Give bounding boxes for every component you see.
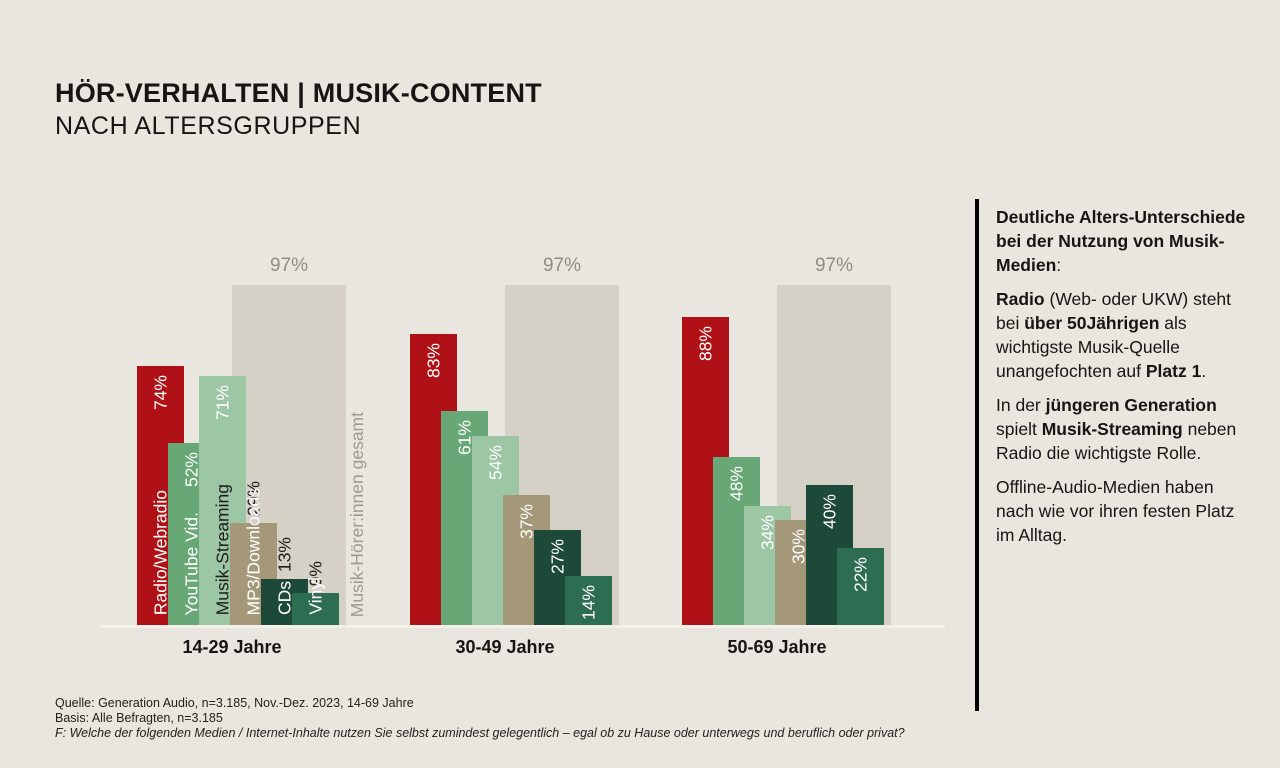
page-subtitle: NACH ALTERSGRUPPEN — [55, 112, 362, 140]
value-label: 22% — [850, 557, 870, 593]
value-label: 48% — [726, 466, 746, 502]
category-label: Musik-Hörer:innen gesamt — [347, 411, 367, 617]
value-label: 14% — [578, 585, 598, 621]
bar-vinyl-14-29-jahre: 9% Vinyl — [292, 561, 339, 625]
insights-panel: Deutliche Alters-Unterschiede bei der Nu… — [996, 205, 1250, 557]
footer: Quelle: Generation Audio, n=3.185, Nov.-… — [55, 696, 905, 741]
value-label: 27% — [547, 539, 567, 575]
insight-paragraph: Deutliche Alters-Unterschiede bei der Nu… — [996, 207, 1246, 275]
value-label: 71% — [212, 385, 232, 421]
axis-group-label: 14-29 Jahre — [182, 637, 282, 657]
value-label: 54% — [485, 445, 505, 481]
value-label: 13% — [274, 536, 294, 572]
value-label: 40% — [819, 494, 839, 530]
value-label: 97% — [542, 255, 582, 276]
category-label: Vinyl — [305, 577, 325, 615]
page-title: HÖR-VERHALTEN | MUSIK-CONTENT — [55, 78, 542, 108]
insight-paragraph: In der jüngeren Generation spielt Musik-… — [996, 395, 1237, 463]
bar-vinyl-30-49-jahre: 14% — [565, 576, 612, 625]
insight-paragraph: Radio (Web- oder UKW) steht bei über 50J… — [996, 289, 1232, 381]
value-label: 74% — [150, 375, 170, 411]
source-line: Quelle: Generation Audio, n=3.185, Nov.-… — [55, 696, 414, 710]
chart-baseline — [100, 625, 945, 628]
axis-group-label: 30-49 Jahre — [455, 637, 555, 657]
question-line: F: Welche der folgenden Medien / Interne… — [55, 726, 905, 740]
axis-group-label: 50-69 Jahre — [727, 637, 827, 657]
sidebar-divider — [975, 199, 979, 711]
insight-paragraph: Offline-Audio-Medien haben nach wie vor … — [996, 477, 1235, 545]
basis-line: Basis: Alle Befragten, n=3.185 — [55, 711, 223, 725]
value-label: 88% — [695, 326, 715, 362]
value-label: 97% — [814, 255, 854, 276]
header: HÖR-VERHALTEN | MUSIK-CONTENT NACH ALTER… — [55, 80, 542, 141]
bar-vinyl-50-69-jahre: 22% — [837, 548, 884, 625]
value-label: 97% — [269, 255, 309, 276]
value-label: 83% — [423, 343, 443, 379]
